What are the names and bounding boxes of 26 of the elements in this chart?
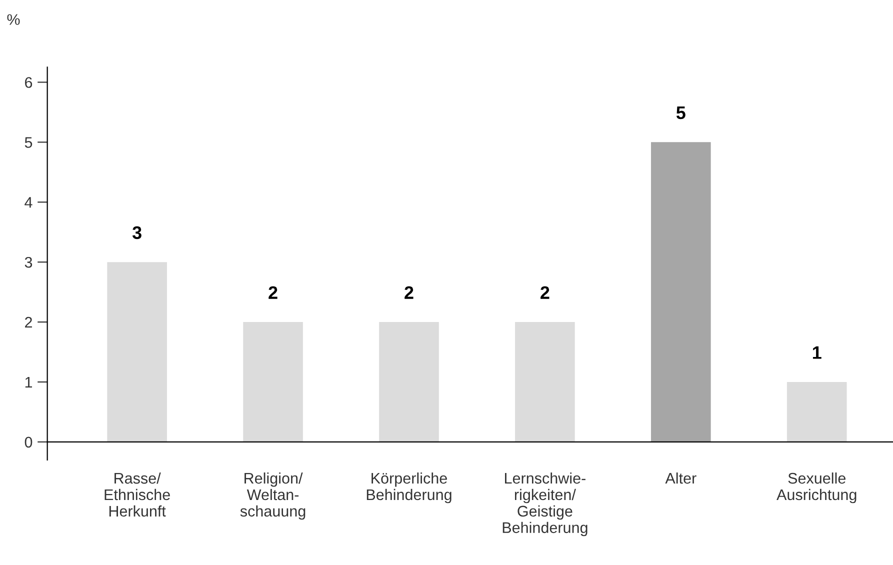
x-tick-label: Rasse/ Ethnische Herkunft: [104, 472, 170, 517]
y-axis-title: %: [7, 14, 20, 25]
data-label: 2: [268, 286, 278, 299]
x-tick-label: Religion/ Weltan- schauung: [240, 472, 306, 520]
y-tick-label: 0: [24, 436, 32, 448]
bar: [650, 142, 711, 442]
x-tick-label: Lernschwie- rigkeiten/ Geistige Behinderung: [502, 472, 588, 536]
y-tick-label: 5: [24, 137, 32, 148]
bar: [786, 382, 847, 442]
data-label: 1: [812, 346, 822, 359]
y-tick-label: 6: [25, 77, 32, 88]
bar: [107, 262, 167, 442]
y-tick-label: 3: [24, 256, 32, 268]
bar: [243, 322, 303, 442]
data-label: 3: [132, 226, 142, 240]
y-tick-label: 1: [25, 377, 32, 388]
bar: [379, 322, 439, 442]
data-label: 5: [676, 106, 686, 120]
data-label: 2: [404, 286, 414, 299]
x-tick-label: Körperliche Behinderung: [366, 472, 452, 504]
y-tick-label: 2: [25, 316, 32, 328]
x-tick-label: Alter: [665, 472, 696, 484]
bar: [515, 322, 575, 442]
x-tick-label: Sexuelle Ausrichtung: [776, 472, 856, 504]
y-tick-label: 4: [24, 197, 32, 208]
data-label: 2: [540, 286, 550, 299]
